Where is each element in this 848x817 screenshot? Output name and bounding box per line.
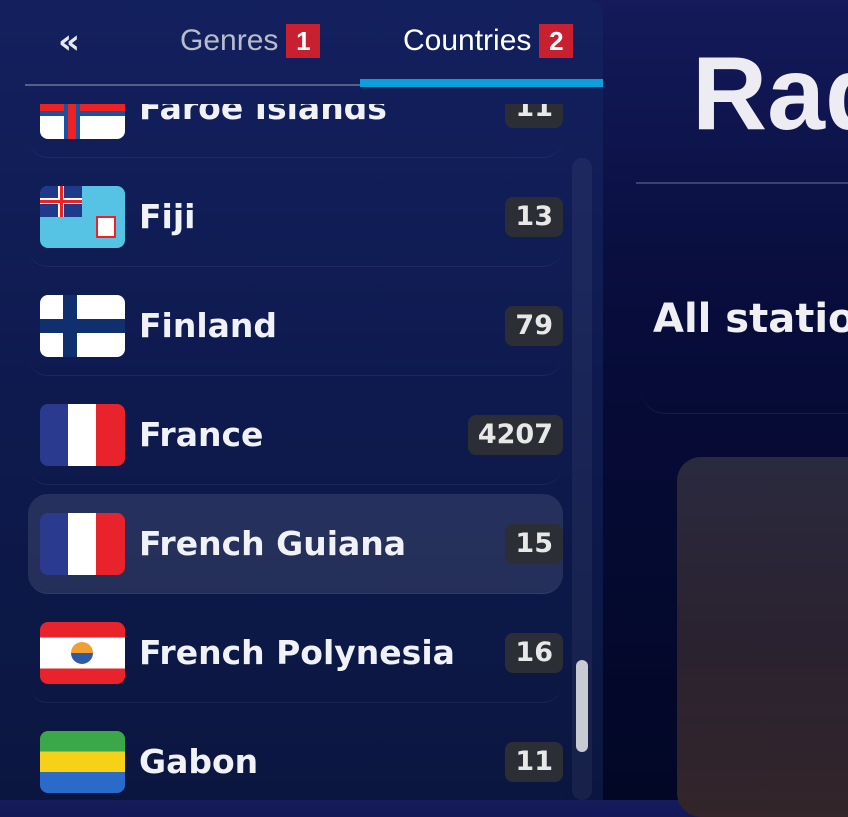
country-name: French Polynesia <box>139 633 455 672</box>
tab-divider <box>25 84 360 86</box>
station-count: 11 <box>505 104 563 128</box>
station-card[interactable] <box>677 457 848 817</box>
list-item-french-polynesia[interactable]: French Polynesia 16 <box>28 603 563 703</box>
country-name: Finland <box>139 306 278 345</box>
flag-gabon-icon <box>40 730 125 793</box>
flag-french-guiana-icon <box>40 512 125 575</box>
tab-badge: 1 <box>286 24 321 58</box>
country-name: Fiji <box>139 197 196 236</box>
station-count: 15 <box>505 523 563 564</box>
country-name: Gabon <box>139 742 259 781</box>
tab-label: Countries <box>403 24 532 57</box>
list-item-french-guiana[interactable]: French Guiana 15 <box>28 494 563 594</box>
station-count: 11 <box>505 741 563 782</box>
scrollbar-track[interactable] <box>572 158 592 800</box>
sidebar: ‹‹ Genres 1 Countries 2 Faroe Islands 11… <box>0 0 603 800</box>
flag-fiji-icon <box>40 185 125 248</box>
scrollbar-thumb[interactable] <box>576 660 588 752</box>
station-count: 13 <box>505 196 563 237</box>
country-list[interactable]: Faroe Islands 11 Fiji 13 Finland 79 Fran… <box>0 104 570 800</box>
list-item-faroe-islands[interactable]: Faroe Islands 11 <box>28 104 563 158</box>
flag-france-icon <box>40 403 125 466</box>
tab-badge: 2 <box>539 24 574 58</box>
tab-genres[interactable]: Genres 1 <box>180 24 321 58</box>
list-item-fiji[interactable]: Fiji 13 <box>28 167 563 267</box>
all-stations-heading: All statio <box>653 296 848 342</box>
all-stations-panel[interactable] <box>640 200 848 414</box>
list-item-finland[interactable]: Finland 79 <box>28 276 563 376</box>
tab-countries[interactable]: Countries 2 <box>403 24 574 58</box>
flag-faroe-icon <box>40 104 125 139</box>
station-count: 16 <box>505 632 563 673</box>
active-tab-indicator <box>360 79 603 87</box>
flag-finland-icon <box>40 294 125 357</box>
page-title: Rad <box>692 36 848 152</box>
country-name: French Guiana <box>139 524 407 563</box>
flag-french-polynesia-icon <box>40 621 125 684</box>
tab-label: Genres <box>180 24 279 57</box>
country-name: France <box>139 415 264 454</box>
station-count: 79 <box>505 305 563 346</box>
list-item-france[interactable]: France 4207 <box>28 385 563 485</box>
divider <box>636 182 848 184</box>
collapse-sidebar-button[interactable]: ‹‹ <box>58 22 80 62</box>
list-item-gabon[interactable]: Gabon 11 <box>28 712 563 800</box>
country-name: Faroe Islands <box>139 104 387 127</box>
station-count: 4207 <box>467 414 563 455</box>
double-chevron-left-icon: ‹‹ <box>58 22 80 62</box>
